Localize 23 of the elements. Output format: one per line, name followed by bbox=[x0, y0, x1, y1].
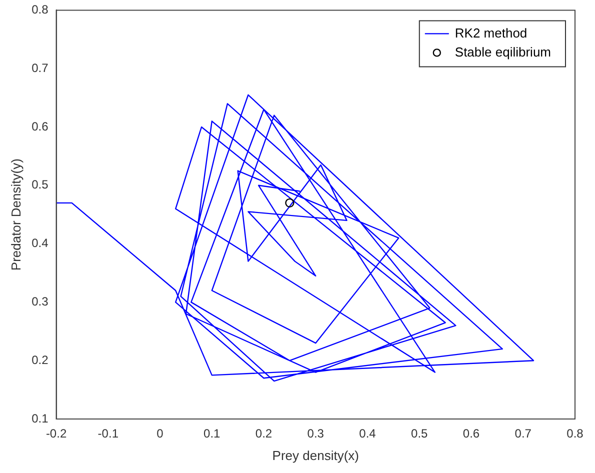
x-tick-label: 0.5 bbox=[411, 426, 428, 441]
y-tick-label: 0.5 bbox=[32, 178, 49, 192]
y-tick-label: 0.2 bbox=[32, 352, 49, 367]
y-tick-label: 0.1 bbox=[32, 411, 49, 426]
x-tick-label: 0.1 bbox=[204, 426, 221, 441]
legend-label: Stable eqilibrium bbox=[454, 44, 552, 60]
x-tick-label: -0.2 bbox=[46, 426, 67, 441]
legend-label: RK2 method bbox=[454, 25, 528, 40]
y-axis-title: Predator Density(y) bbox=[8, 158, 24, 271]
x-tick-label: 0.6 bbox=[462, 426, 480, 441]
y-tick-label: 0.3 bbox=[32, 294, 49, 309]
x-tick-label: 0.2 bbox=[255, 426, 272, 441]
x-tick-label: 0.4 bbox=[359, 426, 376, 441]
y-tick-label: 0.7 bbox=[32, 60, 49, 75]
y-tick-label: 0.6 bbox=[32, 119, 49, 134]
x-tick-label: 0.8 bbox=[566, 426, 584, 441]
x-tick-label: 0.3 bbox=[307, 426, 324, 441]
x-tick-label: 0.7 bbox=[514, 426, 532, 441]
x-axis-title: Prey density(x) bbox=[272, 448, 359, 463]
y-tick-label: 0.4 bbox=[32, 236, 49, 250]
x-tick-label: -0.1 bbox=[98, 426, 119, 441]
x-tick-label: 0 bbox=[156, 426, 164, 441]
y-tick-label: 0.8 bbox=[32, 2, 49, 17]
